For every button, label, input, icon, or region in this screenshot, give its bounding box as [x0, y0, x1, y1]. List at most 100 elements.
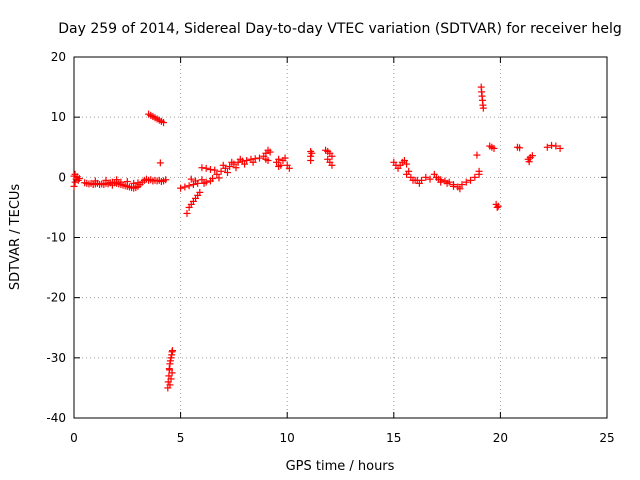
x-tick-label: 10 [280, 431, 295, 445]
data-point [479, 104, 487, 112]
data-point [275, 155, 283, 163]
x-tick-label: 15 [386, 431, 401, 445]
data-point [493, 203, 501, 211]
data-point [228, 158, 236, 166]
data-point [249, 158, 257, 166]
data-point [490, 144, 498, 152]
data-point [198, 164, 206, 172]
y-tick-label: -30 [46, 351, 66, 365]
data-point [403, 170, 411, 178]
data-point [181, 183, 189, 191]
data-point [328, 152, 336, 160]
data-point [202, 164, 210, 172]
data-point [232, 164, 240, 172]
data-point [165, 365, 173, 373]
data-point [251, 155, 259, 163]
data-point [437, 178, 445, 186]
y-tick-label: -10 [46, 231, 66, 245]
data-points [70, 83, 564, 392]
data-point [224, 169, 232, 177]
data-point [456, 185, 464, 193]
data-point [471, 173, 479, 181]
data-point [543, 143, 551, 151]
x-tick-label: 0 [70, 431, 78, 445]
data-point [473, 151, 481, 159]
x-tick-label: 20 [493, 431, 508, 445]
data-point [168, 369, 176, 377]
y-tick-label: -40 [46, 411, 66, 425]
data-point [217, 167, 225, 175]
y-tick-label: 20 [51, 50, 66, 64]
data-point [467, 176, 475, 184]
data-point [525, 158, 533, 166]
data-point [166, 357, 174, 365]
data-point [264, 156, 272, 164]
data-point [187, 175, 195, 183]
data-point [130, 179, 138, 187]
data-point [226, 163, 234, 171]
axis-ticks: 0 5 10 15 20 25 -40 -30 -20 -10 0 10 20 [46, 50, 614, 445]
data-point [167, 354, 175, 362]
data-point [177, 184, 185, 192]
data-point [75, 175, 83, 183]
data-point [281, 154, 289, 162]
data-point [70, 182, 78, 190]
data-point [556, 144, 564, 152]
data-point [108, 181, 116, 189]
data-point [213, 170, 221, 178]
data-point [113, 176, 121, 184]
data-point [198, 176, 206, 184]
data-point [189, 181, 197, 189]
x-tick-label: 25 [599, 431, 614, 445]
data-point [426, 175, 434, 183]
x-axis-label: GPS time / hours [286, 459, 395, 474]
data-point [400, 156, 408, 164]
data-point [458, 181, 466, 189]
data-point [241, 160, 249, 168]
data-point [449, 182, 457, 190]
data-point [117, 178, 125, 186]
data-point [91, 177, 99, 185]
y-tick-label: 0 [58, 170, 66, 184]
data-point [307, 156, 315, 164]
data-point [123, 178, 131, 186]
data-point [160, 119, 168, 127]
data-point [185, 182, 193, 190]
data-point [167, 375, 175, 383]
data-point [516, 144, 524, 152]
data-point [156, 159, 164, 167]
data-point [166, 381, 174, 389]
data-point [548, 141, 556, 149]
y-tick-label: -20 [46, 291, 66, 305]
data-point [552, 142, 560, 150]
data-point [196, 188, 204, 196]
data-point [206, 166, 214, 174]
data-point [266, 148, 274, 156]
data-point [308, 149, 316, 157]
y-axis-label: SDTVAR / TECUs [8, 184, 23, 291]
data-point [275, 163, 283, 171]
data-point [443, 179, 451, 187]
data-point [494, 202, 502, 210]
data-point [418, 176, 426, 184]
data-point [134, 179, 142, 187]
data-point [192, 177, 200, 185]
chart-title: Day 259 of 2014, Sidereal Day-to-day VTE… [58, 21, 621, 37]
data-point [285, 164, 293, 172]
data-point [200, 179, 208, 187]
y-tick-label: 10 [51, 110, 66, 124]
x-tick-label: 5 [177, 431, 185, 445]
data-point [219, 161, 227, 169]
data-point [215, 174, 223, 182]
data-point [462, 178, 470, 186]
data-point [403, 160, 411, 168]
grid-lines [74, 57, 607, 418]
data-point [243, 156, 251, 164]
data-point [209, 175, 217, 183]
data-point [183, 209, 191, 217]
data-point [102, 176, 110, 184]
data-point [168, 347, 176, 355]
data-point [255, 154, 263, 162]
data-point [328, 161, 336, 169]
